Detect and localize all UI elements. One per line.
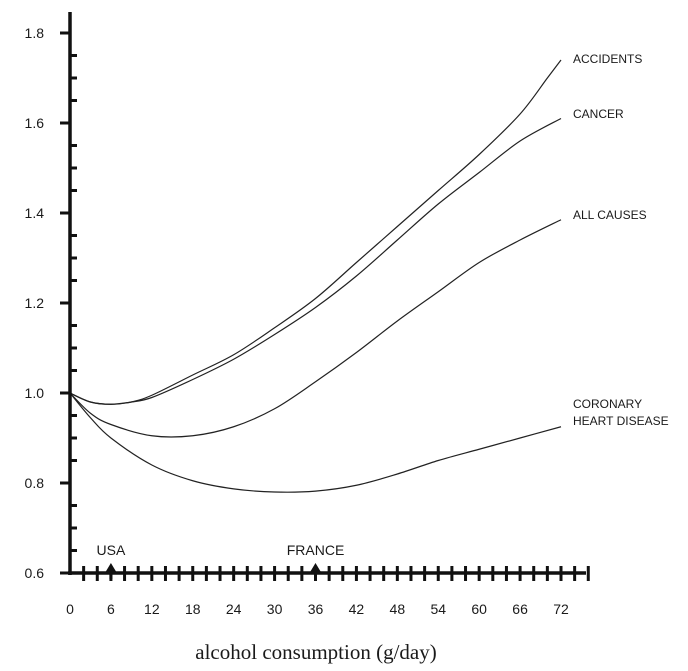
series-label-coronary-heart-disease: CORONARY [573, 397, 642, 411]
annotations: USA FRANCE [97, 542, 345, 579]
series-all-causes-line [69, 219, 562, 438]
series-cancer-line [69, 117, 562, 405]
ticks: 0.6 0.8 1.0 1.2 1.4 1.6 1.8 0 6 12 18 24 30 36 42 48 54 6… [25, 25, 590, 617]
series-label-accidents: ACCIDENTS [573, 52, 642, 66]
x-axis-title: alcohol consumption (g/day) [195, 640, 436, 664]
x-tick-label: 42 [349, 601, 365, 617]
series-label-all-causes: ALL CAUSES [573, 208, 647, 222]
series-coronary-heart-disease-line [69, 392, 562, 493]
x-tick-label: 36 [308, 601, 324, 617]
x-tick-label: 54 [430, 601, 446, 617]
axes [68, 12, 586, 575]
x-tick-label: 72 [553, 601, 569, 617]
series-curves [69, 59, 562, 493]
y-tick-label: 0.8 [25, 475, 45, 491]
annotation-usa-label: USA [97, 542, 126, 558]
x-tick-label: 48 [390, 601, 406, 617]
series-accidents-line [69, 59, 562, 405]
y-tick-label: 1.4 [25, 205, 45, 221]
y-tick-label: 1.6 [25, 115, 45, 131]
annotation-usa-arrow-icon [104, 563, 117, 573]
series-label-coronary-heart-disease: HEART DISEASE [573, 414, 669, 428]
x-tick-label: 60 [471, 601, 487, 617]
x-tick-label: 18 [185, 601, 201, 617]
x-tick-label: 0 [66, 601, 74, 617]
x-tick-label: 12 [144, 601, 160, 617]
y-tick-label: 0.6 [25, 565, 45, 581]
x-tick-label: 30 [267, 601, 283, 617]
series-label-cancer: CANCER [573, 107, 624, 121]
series-labels: ACCIDENTS CANCER ALL CAUSES CORONARY HEART D… [573, 52, 669, 428]
annotation-france-label: FRANCE [287, 542, 345, 558]
y-tick-label: 1.8 [25, 25, 45, 41]
y-tick-label: 1.2 [25, 295, 45, 311]
x-tick-label: 6 [107, 601, 115, 617]
x-tick-label: 24 [226, 601, 242, 617]
x-tick-label: 66 [512, 601, 528, 617]
y-tick-label: 1.0 [25, 385, 45, 401]
annotation-france-arrow-icon [309, 563, 322, 573]
